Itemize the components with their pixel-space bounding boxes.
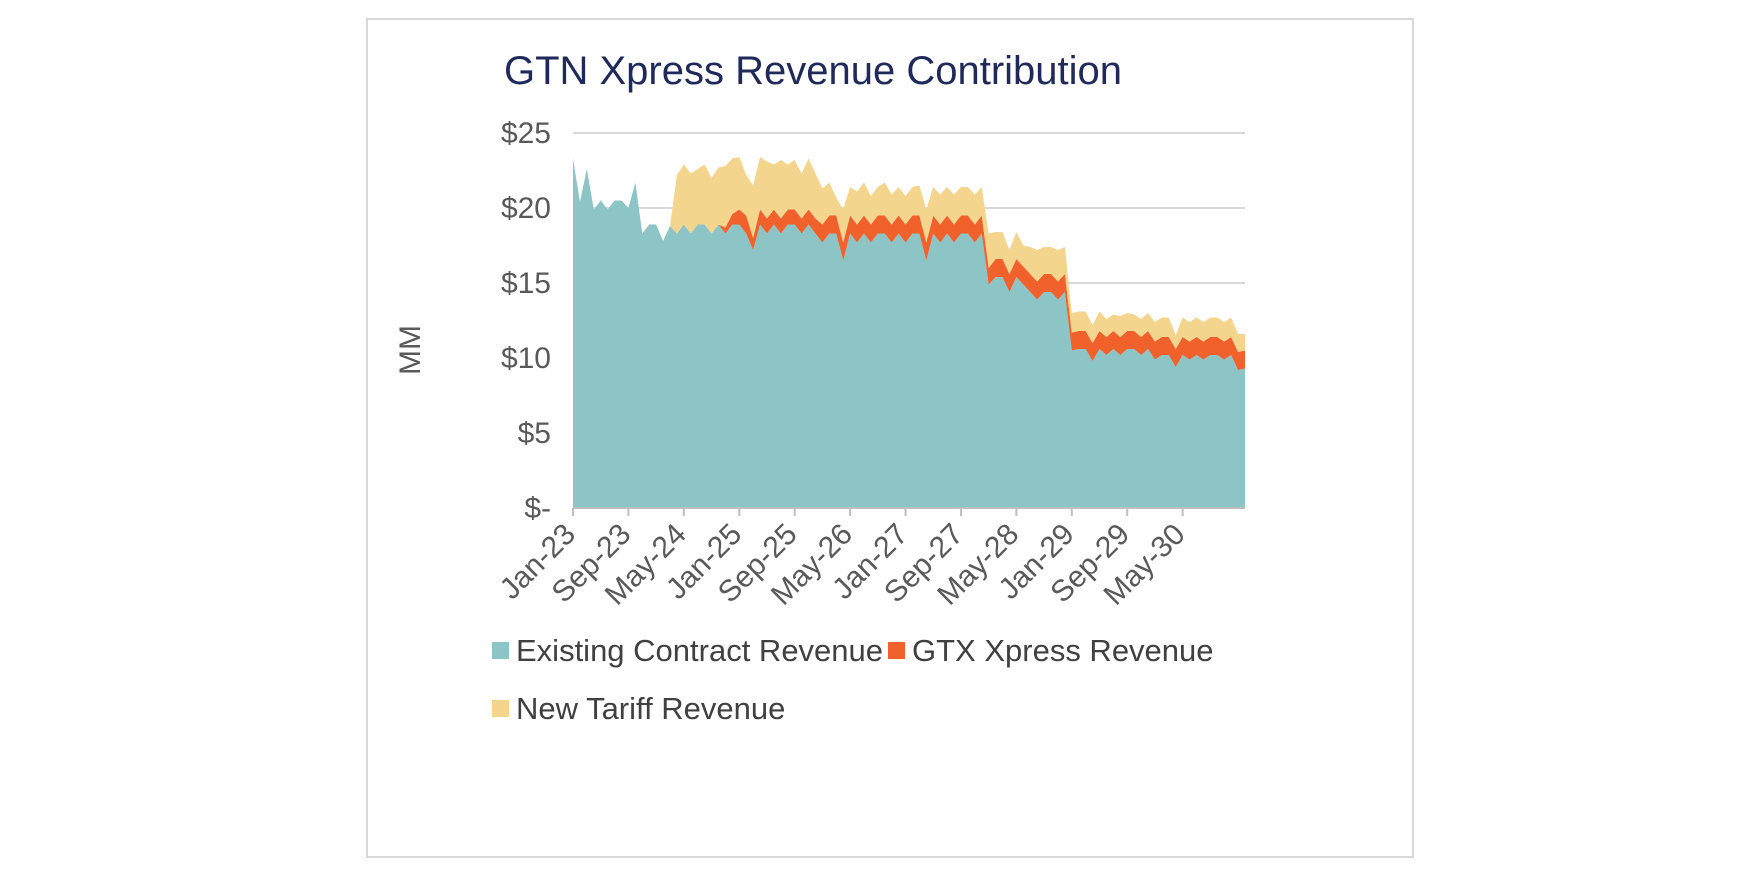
legend-label-1: GTX Xpress Revenue — [912, 633, 1214, 668]
legend-label-2: New Tariff Revenue — [516, 691, 785, 726]
y-tick-label-2: $15 — [501, 267, 551, 300]
y-tick-label-4: $5 — [518, 417, 551, 450]
area-series-1 — [573, 158, 1245, 370]
y-tick-label-3: $10 — [501, 342, 551, 375]
y-tick-label-0: $25 — [501, 117, 551, 150]
y-tick-label-1: $20 — [501, 192, 551, 225]
legend-swatch-2 — [492, 700, 509, 717]
y-axis-label: MM — [394, 325, 427, 375]
legend: Existing Contract Revenue GTX Xpress Reve… — [492, 633, 1214, 726]
axes — [572, 507, 1245, 516]
revenue-area-chart: GTN Xpress Revenue Contribution $25 $20 $1… — [394, 49, 1245, 726]
area-series-0 — [573, 158, 1245, 508]
chart-title: GTN Xpress Revenue Contribution — [504, 49, 1122, 93]
area-series-2 — [573, 157, 1245, 352]
chart-frame: GTN Xpress Revenue Contribution $25 $20 $1… — [366, 18, 1414, 858]
y-tick-labels: $25 $20 $15 $10 $5 $- — [501, 117, 551, 525]
x-tick-labels: Jan-23Sep-23May-24Jan-25Sep-25May-26Jan-… — [494, 518, 1192, 612]
legend-label-0: Existing Contract Revenue — [516, 633, 883, 668]
legend-swatch-1 — [888, 642, 905, 659]
legend-swatch-0 — [492, 642, 509, 659]
y-tick-label-5: $- — [524, 492, 551, 525]
stacked-areas — [573, 157, 1245, 508]
